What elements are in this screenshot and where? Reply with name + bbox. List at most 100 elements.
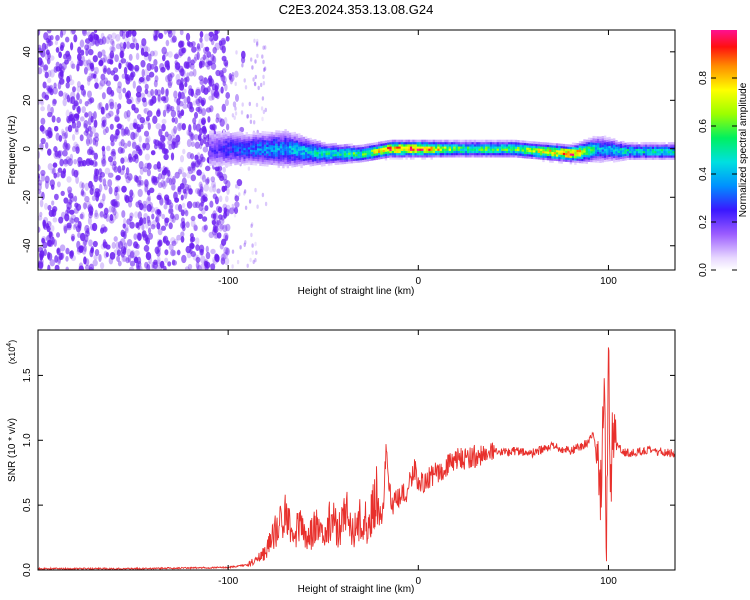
noise-dot [68,251,73,257]
noise-dot [67,124,73,133]
noise-dot [225,223,231,232]
noise-dot [262,81,266,86]
spectral-cell [473,144,477,147]
spectral-cell [569,153,573,156]
spectral-cell [277,165,280,168]
spectral-cell [597,138,600,141]
noise-dot [65,247,70,255]
spectral-cell [343,146,347,149]
spectral-cell [585,161,588,164]
spectral-cell [380,141,383,144]
spectral-cell [218,142,221,145]
spectral-cell [261,135,264,138]
noise-dot [241,63,244,68]
spectral-cell [667,150,671,154]
spectral-cell [535,156,538,160]
spectral-cell [599,136,602,139]
spectral-cell [647,144,650,147]
spectral-cell [273,134,276,137]
spectral-cell [348,159,351,162]
spectral-cell [494,148,497,151]
spectral-cell [373,155,376,159]
noise-dot [99,210,104,218]
spectral-cell [656,155,659,158]
noise-dot [121,210,126,218]
noise-dot [95,168,100,177]
spectral-cell [419,150,422,154]
spectral-cell [225,142,228,146]
noise-dot [246,114,249,119]
spectral-cell [305,140,308,144]
noise-dot [248,101,251,107]
spectral-cell [387,142,390,145]
noise-dot [184,209,189,217]
spectral-cell [544,146,547,150]
spectral-cell [542,142,545,145]
spectral-cell [439,150,442,154]
spectral-cell [327,145,331,149]
noise-dot [103,184,108,191]
spectral-cell [250,151,253,155]
spectral-cell [453,146,456,149]
spectral-cell [286,135,290,138]
noise-dot [244,205,248,210]
spectral-cell [277,152,280,155]
spectral-cell [277,147,280,151]
spectral-cell [471,148,474,151]
noise-dot [76,63,80,72]
spectral-cell [430,155,433,158]
spectral-cell [480,139,484,143]
spectral-cell [234,160,237,163]
spectral-cell [633,148,636,152]
spectral-cell [601,144,604,148]
spectral-cell [305,156,308,159]
y-tick-label: 0.0 [22,563,33,577]
spectral-cell [592,149,595,152]
noise-dot [85,48,89,57]
spectral-cell [330,156,333,159]
spectral-cell [270,158,274,161]
spectral-cell [373,157,376,161]
noise-dot [114,132,119,140]
spectral-cell [626,155,630,158]
noise-dot [118,62,122,70]
noise-dot [178,110,184,116]
spectral-cell [229,133,233,136]
spectral-cell [222,160,226,164]
spectral-cell [419,141,422,145]
noise-dot [116,255,121,262]
spectral-cell [581,147,584,151]
spectral-cell [469,152,472,156]
noise-dot [202,127,207,135]
spectral-cell [446,144,449,147]
noise-dot [223,178,228,185]
spectral-cell [489,141,493,145]
spectral-cell [309,164,312,167]
spectral-cell [270,151,274,155]
spectral-cell [261,152,264,156]
noise-dot [188,132,195,140]
noise-dot [95,194,99,202]
spectral-cell [428,139,431,143]
spectral-cell [569,151,573,154]
spectral-cell [291,143,294,146]
spectral-cell [667,157,671,160]
spectral-cell [275,141,278,144]
spectral-cell [530,145,534,148]
noise-dot [125,76,131,85]
spectral-cell [378,154,381,158]
spectral-cell [519,155,522,158]
spectral-cell [505,141,509,145]
spectral-cell [364,150,367,154]
spectral-cell [553,158,557,161]
spectral-cell [284,157,287,160]
spectral-cell [494,144,497,147]
spectral-cell [638,148,641,152]
spectral-cell [444,139,447,143]
spectral-cell [558,147,561,151]
noise-dot [156,109,161,117]
spectral-cell [229,152,233,156]
spectral-cell [583,143,586,147]
noise-dot [214,196,219,205]
noise-dot [91,222,98,232]
